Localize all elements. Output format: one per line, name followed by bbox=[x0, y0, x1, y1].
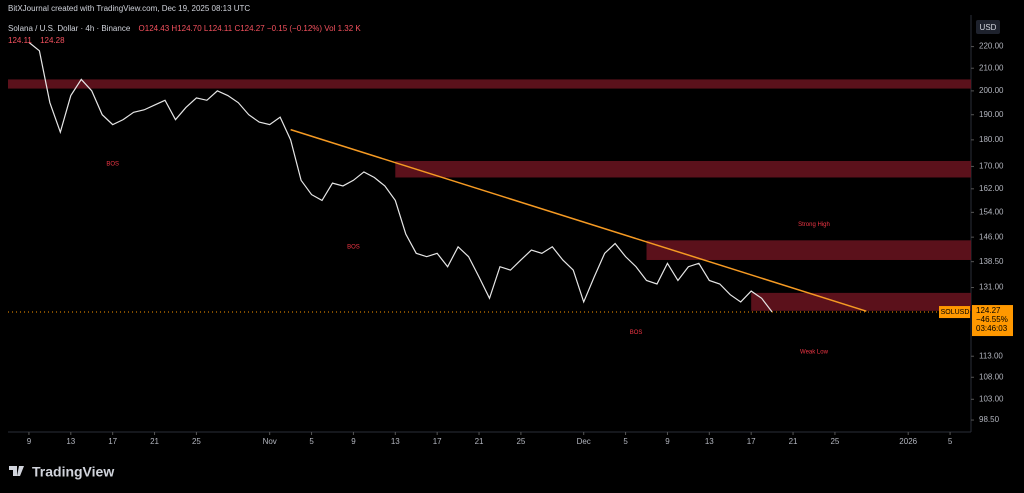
credit: BitXJournal created with TradingView.com… bbox=[8, 4, 251, 13]
x-tick-label: 9 bbox=[351, 437, 356, 446]
x-tick-label: 13 bbox=[705, 437, 714, 446]
y-tick-label: 113.00 bbox=[979, 351, 1003, 360]
x-tick-label: 5 bbox=[623, 437, 628, 446]
ask: 124.28 bbox=[40, 36, 65, 45]
ticker: SOLUSD bbox=[941, 309, 970, 316]
y-tick-label: 98.50 bbox=[979, 415, 1000, 424]
zone bbox=[751, 292, 971, 311]
y-tick-label: 200.00 bbox=[979, 86, 1004, 95]
x-tick-label: 21 bbox=[150, 437, 159, 446]
price-box bbox=[972, 305, 1013, 337]
x-tick-label: 9 bbox=[27, 437, 32, 446]
annotation: BOS bbox=[347, 244, 360, 250]
annotation: Weak Low bbox=[800, 350, 829, 356]
x-tick-label: 9 bbox=[665, 437, 670, 446]
y-tick-label: 170.00 bbox=[979, 162, 1004, 171]
x-tick-label: 13 bbox=[391, 437, 400, 446]
brand: TradingView bbox=[32, 464, 114, 480]
x-tick-label: Dec bbox=[577, 437, 591, 446]
zone bbox=[395, 160, 972, 178]
symbol: Solana / U.S. Dollar · 4h · Binance bbox=[8, 24, 131, 33]
x-tick-label: 21 bbox=[789, 437, 798, 446]
annotation: BOS bbox=[106, 161, 119, 167]
x-tick-label: 5 bbox=[309, 437, 314, 446]
x-tick-label: 17 bbox=[747, 437, 756, 446]
y-tick-label: 146.00 bbox=[979, 232, 1004, 241]
x-tick-label: 17 bbox=[108, 437, 117, 446]
x-tick-label: 2026 bbox=[899, 437, 917, 446]
price-line bbox=[28, 41, 773, 313]
symbol-row: Solana / U.S. Dollar · 4h · Binance O124… bbox=[8, 24, 361, 33]
x-tick-label: 21 bbox=[475, 437, 484, 446]
currency: USD bbox=[980, 23, 997, 32]
x-tick-label: Nov bbox=[263, 437, 277, 446]
currency-box bbox=[976, 20, 1000, 34]
y-tick-label: 190.00 bbox=[979, 110, 1004, 119]
countdown: 03:46:03 bbox=[976, 324, 1008, 333]
quote-row: 124.11 124.28 bbox=[8, 36, 65, 45]
x-tick-label: 25 bbox=[192, 437, 201, 446]
ticker-box bbox=[939, 306, 970, 319]
zone bbox=[646, 240, 971, 260]
y-tick-label: 180.00 bbox=[979, 135, 1004, 144]
y-tick-label: 162.00 bbox=[979, 184, 1004, 193]
brand-logo bbox=[9, 466, 24, 476]
y-tick-label: 131.00 bbox=[979, 283, 1004, 292]
price: 124.27 bbox=[976, 306, 1001, 315]
change: −46.55% bbox=[976, 315, 1008, 324]
x-tick-label: 25 bbox=[516, 437, 525, 446]
trendline bbox=[290, 128, 867, 312]
x-tick-label: 13 bbox=[66, 437, 75, 446]
y-tick-label: 103.00 bbox=[979, 394, 1004, 403]
x-tick-label: 5 bbox=[948, 437, 953, 446]
y-tick-label: 154.00 bbox=[979, 207, 1004, 216]
x-tick-label: 17 bbox=[433, 437, 442, 446]
ohlc: O124.43 H124.70 L124.11 C124.27 −0.15 (−… bbox=[138, 24, 361, 33]
x-tick-label: 25 bbox=[830, 437, 839, 446]
bid: 124.11 bbox=[8, 36, 32, 45]
zone bbox=[8, 79, 971, 89]
annotation: Strong High bbox=[798, 222, 830, 228]
y-tick-label: 108.00 bbox=[979, 372, 1004, 381]
y-tick-label: 138.50 bbox=[979, 257, 1004, 266]
y-tick-label: 220.00 bbox=[979, 42, 1004, 51]
annotation: BOS bbox=[630, 330, 643, 336]
y-tick-label: 210.00 bbox=[979, 63, 1004, 72]
